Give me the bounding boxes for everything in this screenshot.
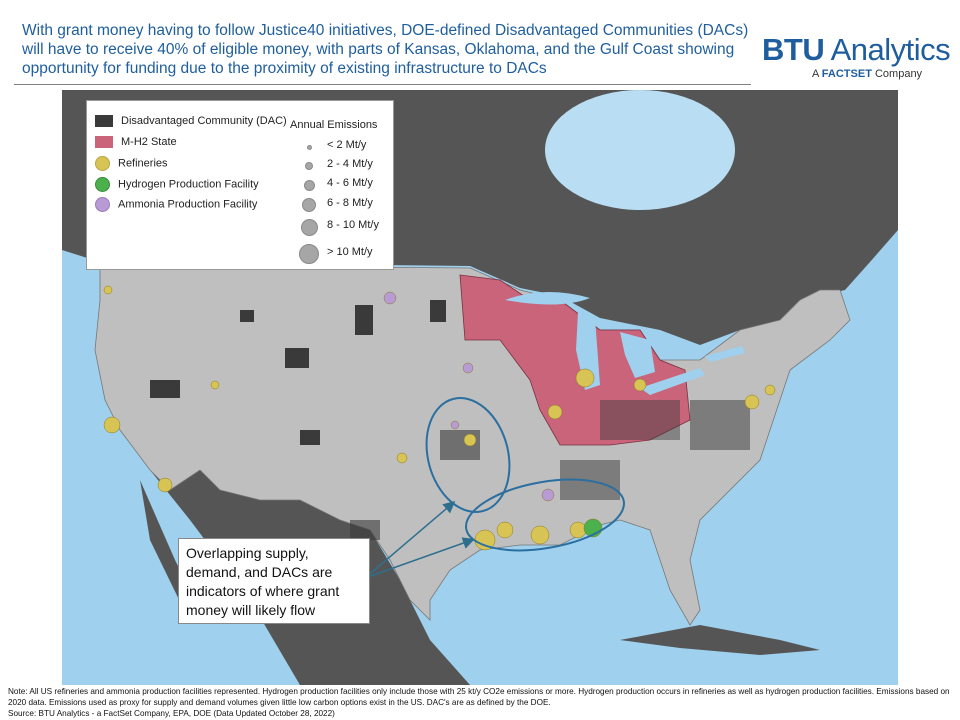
legend-swatch	[95, 115, 113, 128]
highlight-ellipse	[465, 478, 625, 552]
emission-size-label: 8 - 10 Mt/y	[327, 219, 379, 231]
callout: Overlapping supply, demand, and DACs are…	[178, 538, 370, 624]
legend-label: Hydrogen Production Facility	[118, 177, 259, 190]
legend-label: Disadvantaged Community (DAC)	[121, 115, 287, 127]
emission-size-symbol	[300, 218, 318, 236]
logo-name: Analytics	[830, 32, 951, 67]
emission-size-symbol	[305, 162, 313, 170]
legend-item: Ammonia Production Facility	[95, 197, 257, 212]
highlight-ellipse	[425, 397, 511, 513]
refinery	[569, 521, 587, 539]
dac-area	[600, 400, 680, 440]
emission-size-label: > 10 Mt/y	[327, 246, 373, 258]
dac-area	[350, 520, 380, 540]
legend-item: M-H2 State	[95, 136, 177, 148]
dac-area	[285, 348, 309, 368]
legend-label: Ammonia Production Facility	[118, 198, 258, 211]
lake-superior	[505, 291, 590, 305]
refinery	[496, 521, 514, 539]
legend-title: Annual Emissions	[290, 119, 378, 131]
ammonia-facility	[450, 420, 460, 430]
legend-label: Refineries	[118, 157, 168, 170]
callout-arrow	[364, 501, 456, 579]
emission-size-symbol	[302, 198, 316, 212]
legend-item: Hydrogen Production Facility	[95, 176, 259, 192]
legend-swatch	[95, 135, 113, 148]
emission-size-symbol	[303, 179, 315, 191]
refinery	[547, 404, 563, 420]
hudson-bay	[545, 90, 735, 210]
callout-arrow	[364, 537, 475, 579]
refinery	[633, 378, 647, 392]
title-rule	[14, 84, 751, 85]
refinery	[103, 416, 121, 434]
legend-item: Refineries	[95, 156, 168, 171]
emission-size-label: 6 - 8 Mt/y	[327, 197, 373, 209]
ammonia-facility	[541, 488, 555, 502]
lake-huron	[620, 332, 655, 378]
refinery	[463, 433, 477, 447]
logo-tagline-brand: FACTSET	[821, 68, 872, 80]
refinery	[575, 368, 595, 388]
refinery	[103, 285, 113, 295]
facilities	[103, 285, 776, 551]
refinery	[210, 380, 220, 390]
emission-size-label: 2 - 4 Mt/y	[327, 158, 373, 170]
dac-area	[240, 310, 254, 322]
lake-ontario	[705, 346, 745, 362]
dac-area	[150, 380, 180, 398]
legend-swatch	[95, 156, 110, 171]
logo: BTU Analytics A FACTSET Company	[762, 32, 952, 80]
emission-size-symbol	[299, 244, 319, 264]
cuba	[620, 625, 820, 655]
refinery	[764, 384, 776, 396]
emission-size-label: < 2 Mt/y	[327, 139, 367, 151]
map-area	[62, 90, 898, 685]
legend-item: Disadvantaged Community (DAC)	[95, 115, 287, 128]
emission-size-symbol	[306, 144, 312, 150]
dac-area	[440, 430, 480, 460]
slide-title: With grant money having to follow Justic…	[22, 22, 749, 77]
dac-area	[355, 305, 373, 335]
footer: Note: All US refineries and ammonia prod…	[8, 686, 956, 719]
dac-area	[430, 300, 446, 322]
ammonia-facility	[462, 362, 474, 374]
lake-erie	[640, 368, 705, 395]
refinery	[530, 525, 550, 545]
source: Source: BTU Analytics - a FactSet Compan…	[8, 709, 335, 718]
note: Note: All US refineries and ammonia prod…	[8, 687, 950, 707]
refinery	[396, 452, 408, 464]
legend-swatch	[95, 176, 110, 192]
refinery	[157, 477, 173, 493]
dac-area	[690, 400, 750, 450]
dac-area	[300, 430, 320, 445]
refinery	[744, 394, 760, 410]
legend-label: M-H2 State	[121, 135, 177, 148]
logo-tagline: A	[812, 68, 819, 80]
logo-tagline: Company	[874, 68, 923, 80]
legend: Annual Emissions Disadvantaged Community…	[86, 100, 394, 270]
logo-brand: BTU	[762, 32, 825, 67]
legend-swatch	[95, 197, 110, 212]
ammonia-facility	[383, 291, 397, 305]
emission-size-label: 4 - 6 Mt/y	[327, 177, 373, 189]
